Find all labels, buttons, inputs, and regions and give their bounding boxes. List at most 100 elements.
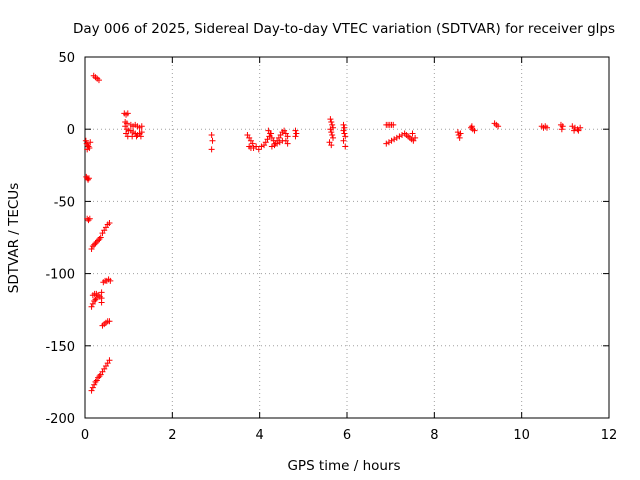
- data-point: [558, 126, 565, 133]
- y-tick-label: -100: [45, 268, 75, 283]
- y-tick-labels: 50 0 -50 -100 -150 -200: [45, 51, 75, 427]
- data-point: [471, 127, 478, 134]
- data-point: [107, 277, 114, 284]
- data-point: [328, 129, 335, 136]
- data-point: [385, 139, 392, 146]
- y-tick-label: -150: [45, 340, 75, 355]
- data-point: [390, 121, 397, 128]
- y-tick-label: 50: [58, 51, 75, 66]
- data-point: [89, 243, 96, 250]
- data-point: [340, 121, 347, 128]
- y-tick-label: -50: [54, 195, 75, 210]
- data-point: [457, 130, 464, 137]
- data-point: [95, 77, 102, 84]
- data-point: [97, 234, 104, 241]
- data-point: [91, 241, 98, 248]
- data-point: [85, 176, 92, 183]
- data-point: [383, 140, 390, 147]
- data-point: [391, 136, 398, 143]
- data-point: [327, 116, 334, 123]
- data-point: [340, 127, 347, 134]
- data-point: [95, 374, 102, 381]
- data-point: [559, 123, 566, 130]
- x-tick-label: 6: [343, 428, 351, 443]
- data-point: [138, 129, 145, 136]
- data-point: [329, 131, 336, 138]
- data-point: [92, 378, 99, 385]
- tick-marks: [84, 56, 610, 419]
- data-point: [468, 123, 475, 130]
- data-point: [92, 240, 99, 247]
- grid: [85, 57, 609, 418]
- data-points: [82, 72, 584, 394]
- data-point: [341, 124, 348, 131]
- data-point: [88, 246, 95, 253]
- x-tick-label: 4: [256, 428, 264, 443]
- data-point: [255, 146, 262, 153]
- data-point: [330, 124, 337, 131]
- data-point: [106, 357, 113, 364]
- data-point: [328, 142, 335, 149]
- data-point: [89, 384, 96, 391]
- data-point: [106, 220, 113, 227]
- chart-title: Day 006 of 2025, Sidereal Day-to-day VTE…: [73, 21, 615, 37]
- data-point: [292, 127, 299, 134]
- data-point: [292, 133, 299, 140]
- data-point: [208, 146, 215, 153]
- data-point: [267, 130, 274, 137]
- data-point: [393, 134, 400, 141]
- data-point: [87, 139, 94, 146]
- data-point: [93, 238, 100, 245]
- x-tick-label: 10: [513, 428, 530, 443]
- data-point: [96, 235, 103, 242]
- y-tick-label: -200: [45, 412, 75, 427]
- data-point: [456, 134, 463, 141]
- data-point: [268, 143, 275, 150]
- data-point: [571, 124, 578, 131]
- data-point: [569, 123, 576, 130]
- data-point: [328, 118, 335, 125]
- data-point: [495, 123, 502, 130]
- x-tick-label: 8: [430, 428, 438, 443]
- data-point: [342, 133, 349, 140]
- x-tick-labels: 0 2 4 6 8 10 12: [81, 428, 617, 443]
- data-point: [84, 146, 91, 153]
- data-point: [98, 289, 105, 296]
- data-point: [327, 126, 334, 133]
- data-point: [330, 134, 337, 141]
- data-point: [574, 126, 581, 133]
- data-point: [329, 121, 336, 128]
- data-point: [91, 298, 98, 305]
- data-point: [341, 130, 348, 137]
- y-axis-label: SDTVAR / TECUs: [6, 183, 22, 293]
- data-point: [253, 143, 260, 150]
- data-point: [454, 129, 461, 136]
- data-point: [208, 131, 215, 138]
- data-point: [85, 143, 92, 150]
- data-point: [249, 140, 256, 147]
- data-point: [388, 137, 395, 144]
- data-point: [95, 237, 102, 244]
- x-tick-label: 0: [81, 428, 89, 443]
- data-point: [396, 133, 403, 140]
- data-point: [88, 303, 95, 310]
- x-tick-label: 12: [601, 428, 618, 443]
- data-point: [250, 144, 257, 151]
- data-point: [93, 377, 100, 384]
- data-point: [138, 123, 145, 130]
- data-point: [575, 127, 582, 134]
- data-point: [209, 137, 216, 144]
- data-point: [92, 296, 99, 303]
- data-point: [137, 133, 144, 140]
- data-point: [82, 137, 89, 144]
- data-point: [274, 140, 281, 147]
- data-point: [124, 110, 131, 117]
- data-point: [342, 143, 349, 150]
- data-point: [106, 318, 113, 325]
- data-point: [86, 215, 93, 222]
- data-point: [98, 299, 105, 306]
- data-point: [96, 373, 103, 380]
- data-point: [340, 137, 347, 144]
- data-point: [284, 133, 291, 140]
